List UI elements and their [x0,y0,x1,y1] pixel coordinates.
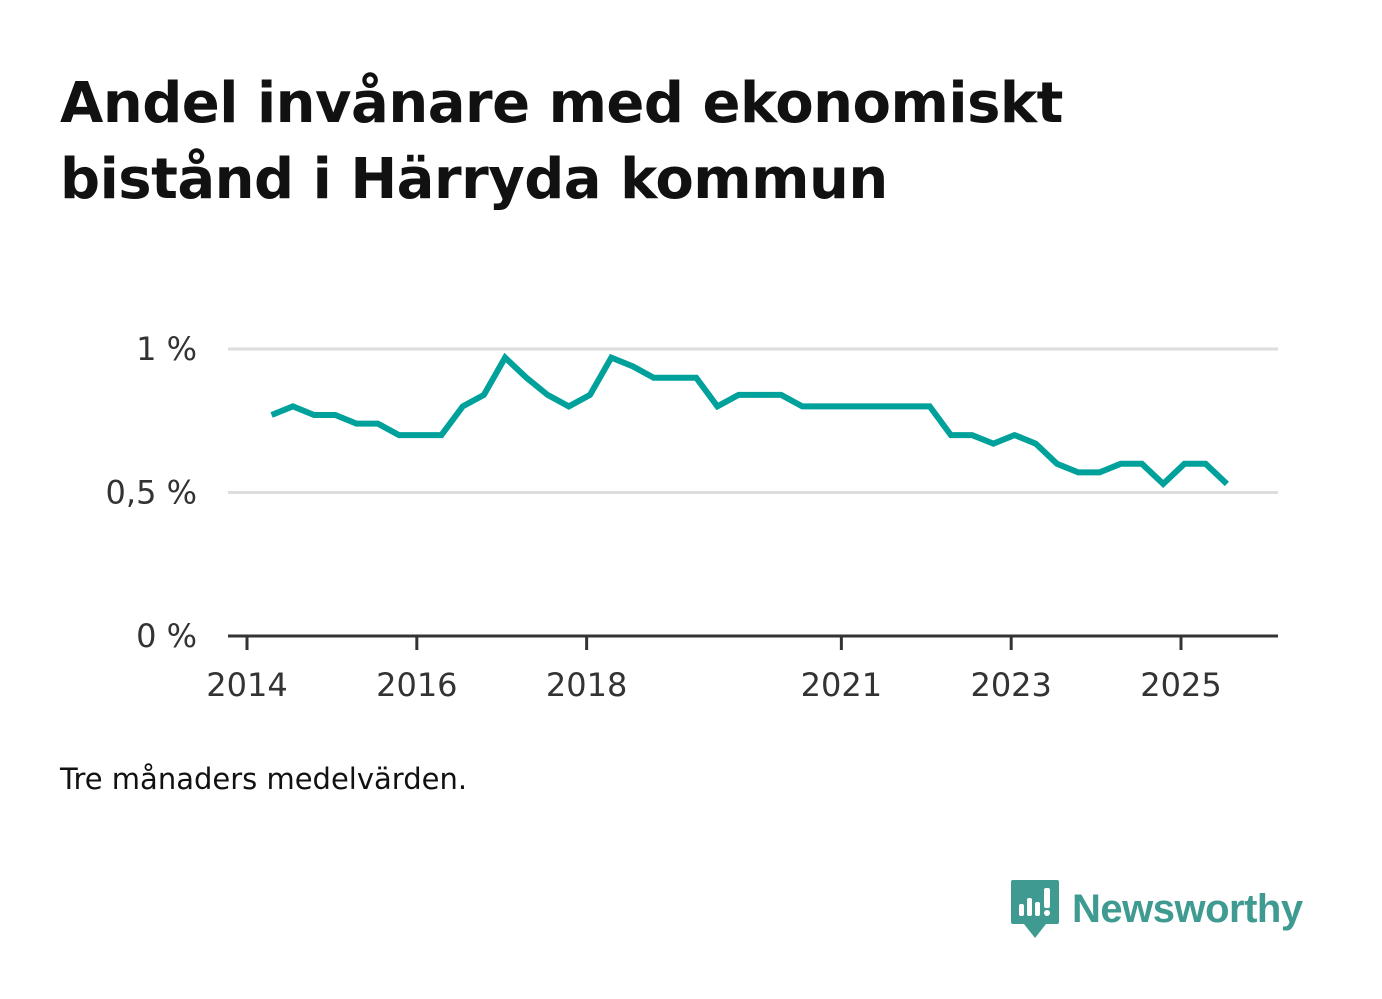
y-tick-label: 0,5 % [106,474,197,512]
data-series [270,352,1229,489]
line-chart: 0 % 0,5 % 1 % 2014 2016 2018 2021 2023 2025 [106,330,1278,704]
x-tick-label: 2016 [376,666,457,704]
x-tick-label: 2018 [546,666,627,704]
x-tick-label: 2021 [801,666,882,704]
x-ticks [245,636,1183,650]
y-grid-lines [228,347,1278,494]
y-tick-label: 0 % [136,617,197,655]
newsworthy-logo-icon [1011,880,1059,938]
y-tick-label: 1 % [136,330,197,368]
x-tick-label: 2014 [206,666,287,704]
brand-logo: Newsworthy [1010,878,1303,940]
series-line [270,352,1229,489]
chart-title: Andel invånare med ekonomiskt bistånd i … [60,71,1063,212]
x-tick-label: 2023 [970,666,1051,704]
x-tick-labels: 2014 2016 2018 2021 2023 2025 [206,666,1221,704]
chart-note: Tre månaders medelvärden. [60,762,468,796]
y-tick-labels: 0 % 0,5 % 1 % [106,330,197,655]
brand-name: Newsworthy [1072,886,1303,931]
x-tick-label: 2025 [1140,666,1221,704]
